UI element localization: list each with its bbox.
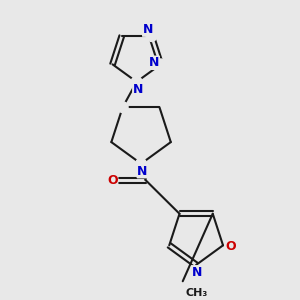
Text: N: N [133, 83, 143, 96]
Text: N: N [149, 56, 159, 69]
Text: N: N [133, 83, 143, 96]
Text: O: O [107, 174, 118, 187]
Text: N: N [143, 23, 153, 36]
Circle shape [117, 102, 128, 112]
Text: N: N [137, 165, 148, 178]
Circle shape [146, 31, 157, 41]
Text: N: N [191, 266, 202, 279]
Text: CH₃: CH₃ [186, 288, 208, 298]
Circle shape [155, 59, 166, 70]
Text: N: N [137, 165, 148, 178]
Text: O: O [225, 240, 236, 253]
Text: N: N [191, 266, 202, 279]
Text: N: N [143, 23, 153, 36]
Circle shape [136, 158, 146, 169]
Text: O: O [225, 240, 236, 253]
Text: O: O [107, 174, 118, 187]
Text: N: N [149, 56, 159, 69]
Text: CH₃: CH₃ [186, 288, 208, 298]
Circle shape [131, 76, 142, 87]
